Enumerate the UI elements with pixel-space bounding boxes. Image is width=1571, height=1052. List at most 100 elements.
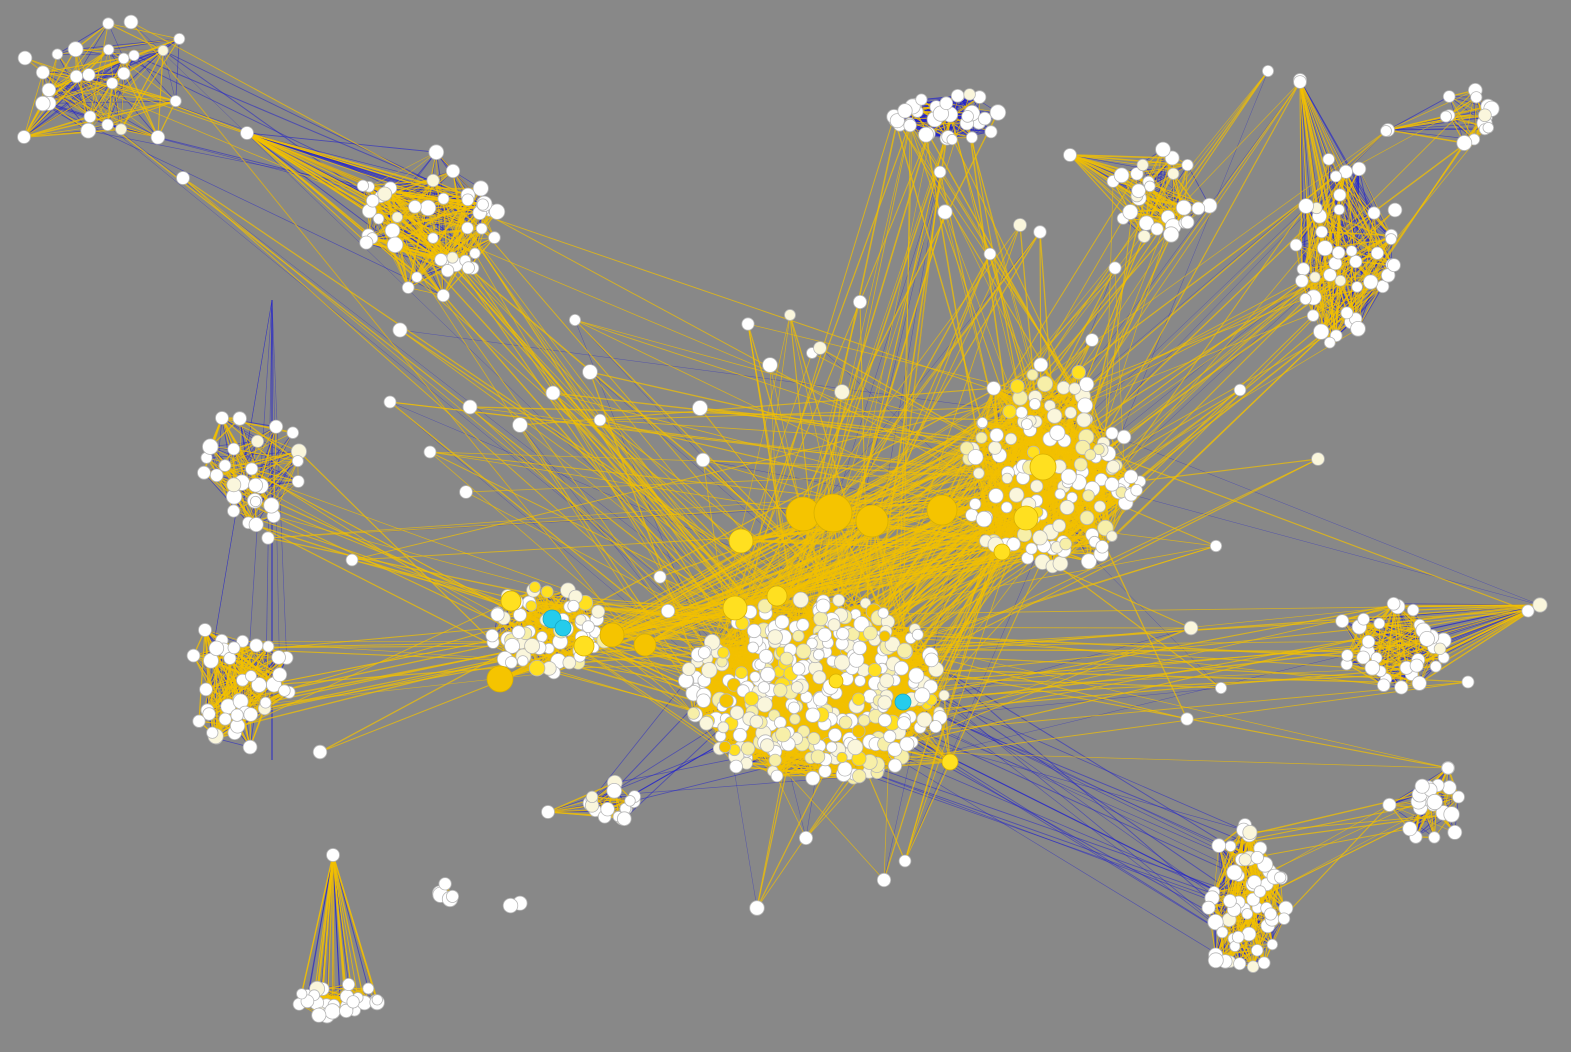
graph-node[interactable] [937,204,953,220]
graph-node[interactable] [773,716,787,729]
graph-node[interactable] [366,194,380,208]
graph-node[interactable] [1323,268,1337,282]
graph-node[interactable] [1137,229,1151,243]
graph-node[interactable] [887,758,903,773]
graph-node[interactable] [1357,612,1370,626]
graph-node[interactable] [445,889,459,903]
graph-node[interactable] [362,982,375,995]
graph-node[interactable] [1209,539,1223,553]
graph-node[interactable] [1233,383,1247,397]
graph-node[interactable] [248,477,264,493]
graph-hub-node[interactable] [993,543,1011,561]
graph-node[interactable] [836,627,850,641]
graph-node[interactable] [51,48,64,60]
graph-node[interactable] [760,666,776,683]
graph-node[interactable] [1095,540,1109,554]
graph-node[interactable] [1108,261,1122,275]
graph-node[interactable] [853,294,868,309]
graph-node[interactable] [762,357,778,373]
graph-node[interactable] [946,134,958,146]
graph-hub-node[interactable] [486,665,514,693]
graph-node[interactable] [1439,110,1452,123]
graph-node[interactable] [1122,204,1139,220]
graph-node[interactable] [272,667,288,683]
graph-node[interactable] [567,599,580,613]
graph-node[interactable] [1215,682,1228,695]
graph-node[interactable] [767,629,783,645]
graph-node[interactable] [965,131,978,144]
graph-node[interactable] [1442,780,1457,795]
graph-node[interactable] [897,716,912,731]
graph-node[interactable] [230,708,244,722]
graph-node[interactable] [445,163,461,179]
graph-node[interactable] [206,726,219,739]
graph-node[interactable] [1242,824,1258,840]
graph-node[interactable] [1076,412,1092,428]
graph-node[interactable] [1428,831,1441,844]
graph-node[interactable] [278,684,291,697]
graph-hub-node[interactable] [766,585,788,607]
graph-node[interactable] [749,714,764,729]
graph-node[interactable] [815,598,831,614]
graph-node[interactable] [197,465,211,480]
graph-node[interactable] [660,603,676,619]
graph-node[interactable] [342,978,356,992]
graph-hub-node[interactable] [573,635,595,657]
graph-node[interactable] [796,618,810,632]
graph-node[interactable] [1033,357,1049,373]
graph-node[interactable] [837,761,853,777]
graph-node[interactable] [1064,406,1077,419]
graph-node[interactable] [240,126,254,140]
graph-node[interactable] [897,103,913,119]
graph-node[interactable] [226,477,242,493]
graph-node[interactable] [1298,198,1314,214]
graph-node[interactable] [744,691,759,706]
graph-node[interactable] [915,93,928,106]
graph-node[interactable] [770,769,784,783]
graph-node[interactable] [67,41,84,58]
graph-node[interactable] [545,385,561,401]
graph-node[interactable] [401,281,415,294]
graph-node[interactable] [827,618,841,632]
graph-node[interactable] [227,442,241,456]
graph-node[interactable] [1004,432,1018,445]
graph-node[interactable] [83,110,97,123]
graph-node[interactable] [1409,658,1424,673]
graph-node[interactable] [511,625,526,639]
graph-node[interactable] [462,399,478,415]
graph-node[interactable] [717,646,730,659]
graph-node[interactable] [1317,240,1334,257]
graph-node[interactable] [812,691,828,707]
graph-node[interactable] [1106,459,1120,474]
graph-node[interactable] [434,253,448,267]
graph-node[interactable] [582,364,598,380]
graph-node[interactable] [789,713,801,725]
graph-node[interactable] [1191,201,1206,216]
graph-node[interactable] [1032,530,1048,546]
graph-node[interactable] [1136,158,1149,172]
graph-node[interactable] [1080,553,1097,570]
graph-node[interactable] [1387,258,1401,273]
graph-node[interactable] [863,625,878,641]
graph-node[interactable] [1000,501,1013,514]
graph-node[interactable] [1309,271,1321,283]
graph-node[interactable] [427,232,439,244]
graph-node[interactable] [791,681,804,694]
graph-node[interactable] [1093,443,1105,456]
graph-node[interactable] [1335,614,1350,628]
graph-node[interactable] [1322,153,1335,166]
graph-node[interactable] [975,431,988,444]
graph-node[interactable] [624,795,636,807]
graph-node[interactable] [117,52,130,65]
graph-node[interactable] [123,14,139,30]
graph-node[interactable] [1351,281,1363,293]
graph-node[interactable] [687,707,700,720]
graph-node[interactable] [1079,376,1095,392]
graph-node[interactable] [35,65,50,80]
graph-node[interactable] [757,681,771,694]
graph-node[interactable] [286,426,300,439]
graph-node[interactable] [1293,75,1307,89]
graph-node[interactable] [1093,500,1107,513]
graph-node[interactable] [157,44,169,57]
